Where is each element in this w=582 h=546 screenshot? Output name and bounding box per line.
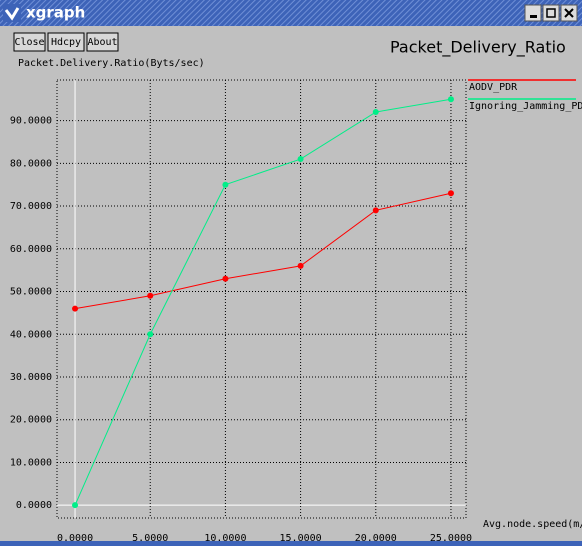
window-bottom: [0, 541, 582, 546]
data-point: [72, 502, 79, 509]
button[interactable]: [47, 32, 85, 52]
x-tick-label: 0.0000: [57, 533, 93, 544]
button-label: Close: [14, 37, 44, 48]
series-line: [74, 98, 452, 506]
data-point: [297, 156, 304, 163]
y-tick-label: 80.0000: [10, 158, 52, 169]
window-title: xgraph: [26, 4, 85, 22]
y-tick-label: 30.0000: [10, 372, 52, 383]
data-point: [222, 275, 229, 282]
x-tick-label: 5.0000: [132, 533, 168, 544]
x-tick-label: 20.0000: [355, 533, 397, 544]
data-point: [447, 190, 454, 197]
data-point: [147, 292, 154, 299]
x-axis-label: Avg.node.speed(m/sec): [483, 519, 582, 530]
x-tick-label: 15.0000: [280, 533, 322, 544]
x-tick-label: 10.0000: [204, 533, 246, 544]
title-bar: [0, 0, 582, 26]
menu-check: [4, 7, 20, 21]
y-tick-label: 90.0000: [10, 116, 52, 127]
close-glyph: [564, 8, 574, 18]
legend-label: Ignoring_Jamming_PDR: [469, 101, 582, 112]
y-tick-label: 70.0000: [10, 201, 52, 212]
data-point: [447, 96, 454, 103]
series-line: [74, 192, 452, 310]
button[interactable]: [86, 32, 119, 52]
minimize-glyph: [530, 15, 537, 18]
y-tick-label: 50.0000: [10, 287, 52, 298]
data-point: [222, 181, 229, 188]
y-tick-label: 20.0000: [10, 415, 52, 426]
y-tick-label: 0.0000: [16, 500, 52, 511]
data-point: [297, 262, 304, 269]
maximize[interactable]: [542, 4, 560, 22]
button-label: About: [87, 37, 117, 48]
y-tick-label: 60.0000: [10, 244, 52, 255]
y-axis-label: Packet.Delivery.Ratio(Byts/sec): [18, 58, 205, 69]
data-point: [372, 207, 379, 214]
y-tick-label: 10.0000: [10, 457, 52, 468]
legend-label: AODV_PDR: [469, 82, 518, 93]
data-point: [372, 109, 379, 116]
data-point: [147, 331, 154, 338]
button-label: Hdcpy: [51, 37, 81, 48]
data-point: [72, 305, 79, 312]
maximize-glyph: [546, 8, 556, 18]
button[interactable]: [13, 32, 46, 52]
minimize[interactable]: [524, 4, 542, 22]
plot-frame: [56, 79, 467, 519]
chart-title: Packet_Delivery_Ratio: [390, 38, 566, 58]
y-tick-label: 40.0000: [10, 329, 52, 340]
x-tick-label: 25.0000: [430, 533, 472, 544]
